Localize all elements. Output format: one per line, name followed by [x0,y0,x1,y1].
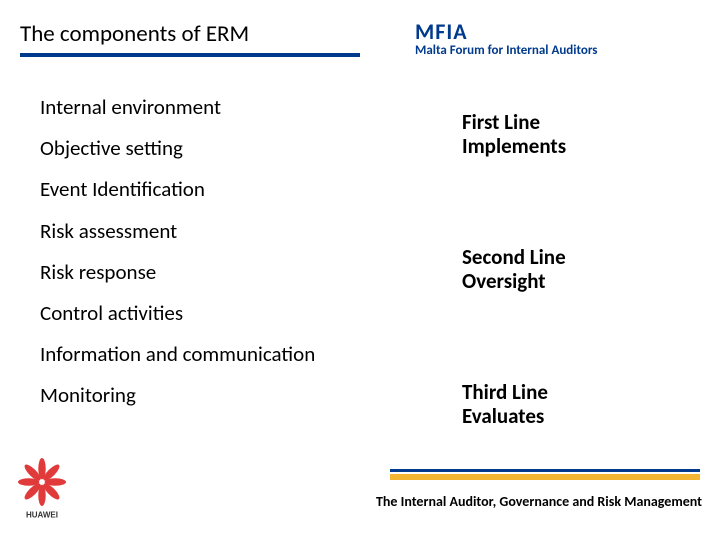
footer-line-dark [390,469,700,472]
right-line: Evaluates [462,404,682,428]
footer-text: The Internal Auditor, Governance and Ris… [376,493,702,510]
erm-components-list: Internal environment Objective setting E… [40,95,400,425]
title-underline [20,53,360,57]
title-area: The components of ERM [20,20,360,57]
right-line: Third Line [462,380,682,404]
mfia-fullname: Malta Forum for Internal Auditors [415,43,705,58]
huawei-logo-icon: HUAWEI [15,458,69,512]
mfia-acronym: MFIA [415,18,705,45]
right-line: Implements [462,134,682,158]
list-item: Risk response [40,260,400,285]
list-item: Objective setting [40,136,400,161]
slide: The components of ERM MFIA Malta Forum f… [0,0,720,540]
right-block-second-line: Second Line Oversight [462,245,682,293]
svg-text:HUAWEI: HUAWEI [26,511,58,520]
right-block-first-line: First Line Implements [462,110,682,158]
list-item: Control activities [40,301,400,326]
right-line: First Line [462,110,682,134]
right-block-third-line: Third Line Evaluates [462,380,682,428]
list-item: Event Identification [40,177,400,202]
right-line: Oversight [462,269,682,293]
list-item: Risk assessment [40,219,400,244]
mfia-logo: MFIA Malta Forum for Internal Auditors [415,18,705,58]
footer-accent-lines [390,469,700,480]
footer-line-gold [390,474,700,480]
list-item: Information and communication [40,342,400,367]
list-item: Internal environment [40,95,400,120]
right-line: Second Line [462,245,682,269]
slide-title: The components of ERM [20,20,360,48]
list-item: Monitoring [40,383,400,408]
